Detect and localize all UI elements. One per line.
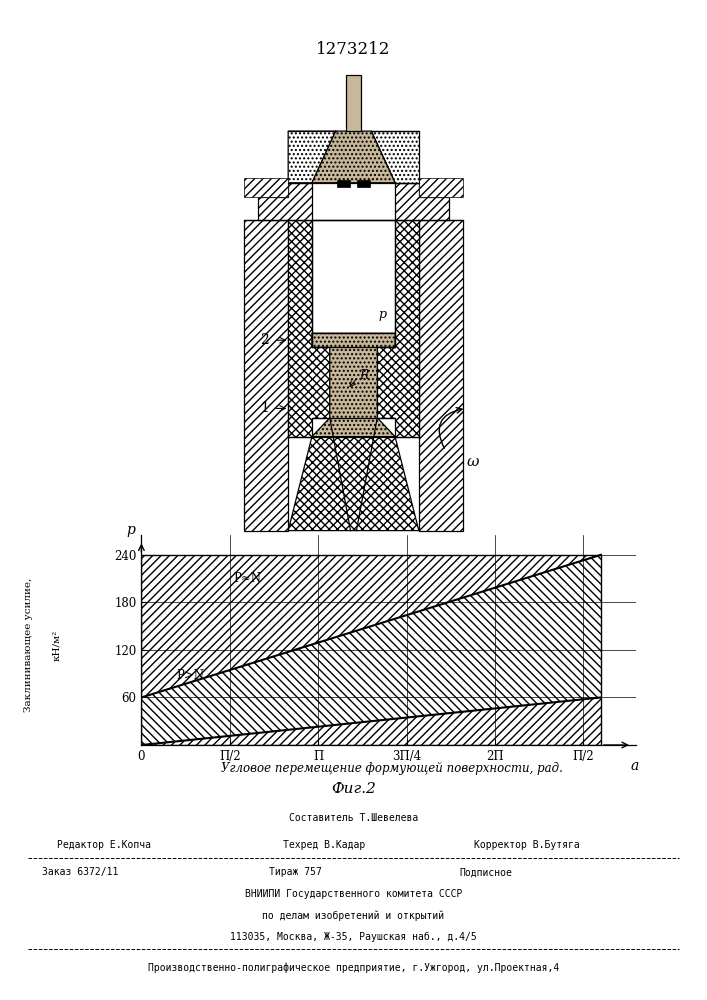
- Text: Подписное: Подписное: [460, 867, 513, 877]
- Text: Редактор Е.Копча: Редактор Е.Копча: [57, 840, 151, 850]
- Text: Техред В.Кадар: Техред В.Кадар: [283, 840, 365, 850]
- Bar: [141, 602, 601, 745]
- Text: Угловое перемещение формующей поверхности, рад.: Угловое перемещение формующей поверхност…: [221, 762, 563, 775]
- Polygon shape: [288, 220, 329, 437]
- Text: ВНИИПИ Государственного комитета СССР: ВНИИПИ Государственного комитета СССР: [245, 889, 462, 899]
- Polygon shape: [141, 555, 601, 745]
- Polygon shape: [371, 131, 419, 183]
- Polygon shape: [288, 437, 419, 531]
- Bar: [337, 180, 350, 187]
- Text: P≈N: P≈N: [233, 572, 262, 585]
- Text: a: a: [631, 759, 638, 773]
- Text: 113035, Москва, Ж-35, Раушская наб., д.4/5: 113035, Москва, Ж-35, Раушская наб., д.4…: [230, 932, 477, 942]
- Text: ω: ω: [466, 455, 479, 469]
- Text: Составитель Т.Шевелева: Составитель Т.Шевелева: [289, 813, 418, 823]
- Text: 1: 1: [260, 401, 269, 415]
- Polygon shape: [312, 333, 395, 437]
- Bar: [141, 555, 601, 602]
- Text: Корректор В.Бутяга: Корректор В.Бутяга: [474, 840, 580, 850]
- Text: P>N: P>N: [176, 669, 204, 682]
- Bar: [244, 220, 288, 531]
- Polygon shape: [288, 131, 336, 183]
- Polygon shape: [378, 220, 419, 437]
- Text: Заказ 6372/11: Заказ 6372/11: [42, 867, 119, 877]
- Text: Заклинивающее усилие,: Заклинивающее усилие,: [24, 578, 33, 712]
- Text: Производственно-полиграфическое предприятие, г.Ужгород, ул.Проектная,4: Производственно-полиграфическое предприя…: [148, 963, 559, 973]
- Text: 2: 2: [260, 333, 269, 347]
- Polygon shape: [259, 183, 448, 220]
- Text: Тираж 757: Тираж 757: [269, 867, 322, 877]
- Bar: [244, 178, 288, 197]
- Bar: [419, 220, 463, 531]
- Text: R: R: [359, 369, 369, 382]
- Bar: [419, 178, 463, 197]
- Text: p: p: [378, 308, 387, 321]
- Polygon shape: [312, 131, 395, 183]
- Text: Фиг.2: Фиг.2: [331, 782, 376, 796]
- Text: по делам изобретений и открытий: по делам изобретений и открытий: [262, 910, 445, 921]
- Bar: [346, 75, 361, 131]
- Text: p: p: [127, 523, 135, 537]
- Text: кН/м²: кН/м²: [52, 629, 61, 661]
- Text: Фиг.1: Фиг.1: [331, 554, 376, 568]
- Bar: [357, 180, 370, 187]
- Text: 1273212: 1273212: [316, 41, 391, 58]
